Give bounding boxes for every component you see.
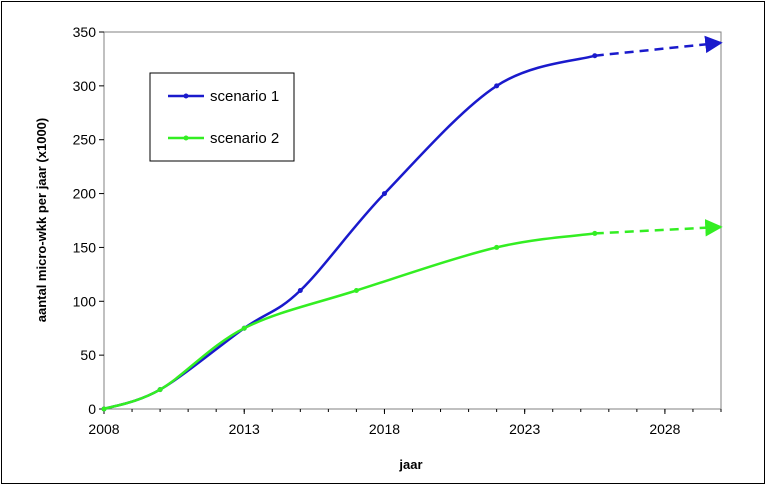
legend-marker-scenario-2 (183, 135, 189, 141)
x-axis: 2008 2013 2018 2023 2028 (88, 409, 722, 437)
x-tick-label: 2028 (649, 421, 680, 437)
y-tick-label: 100 (73, 293, 97, 309)
y-tick-label: 0 (88, 401, 96, 417)
y-tick-label: 50 (80, 347, 96, 363)
legend-box (149, 72, 295, 162)
y-tick-label: 250 (73, 132, 97, 148)
legend: scenario 1 scenario 2 (149, 72, 295, 162)
series-layer (101, 35, 723, 412)
y-tick-label: 300 (73, 78, 97, 94)
data-point (494, 244, 500, 250)
x-tick-label: 2008 (88, 421, 119, 437)
legend-label-scenario-1: scenario 1 (210, 88, 279, 105)
data-point (241, 325, 247, 331)
projection-arrow-scenario-2 (594, 219, 723, 237)
y-tick-label: 150 (73, 239, 97, 255)
data-point (157, 387, 163, 393)
legend-marker-scenario-1 (183, 93, 189, 99)
series-scenario-2 (101, 219, 723, 412)
data-point (297, 288, 303, 294)
data-point (353, 288, 359, 294)
data-point (381, 191, 387, 197)
y-tick-label: 350 (73, 24, 97, 40)
legend-label-scenario-2: scenario 2 (210, 130, 279, 147)
x-axis-title: jaar (398, 457, 422, 472)
x-tick-label: 2018 (369, 421, 400, 437)
y-axis: 0 50 100 150 200 250 300 350 (73, 24, 104, 417)
y-axis-title: aantal micro-wkk per jaar (x1000) (34, 118, 49, 323)
projection-arrow-scenario-1 (594, 35, 723, 57)
x-tick-label: 2023 (509, 421, 540, 437)
data-point (101, 406, 107, 412)
data-point (494, 83, 500, 89)
x-tick-label: 2013 (229, 421, 260, 437)
y-tick-label: 200 (73, 186, 97, 202)
